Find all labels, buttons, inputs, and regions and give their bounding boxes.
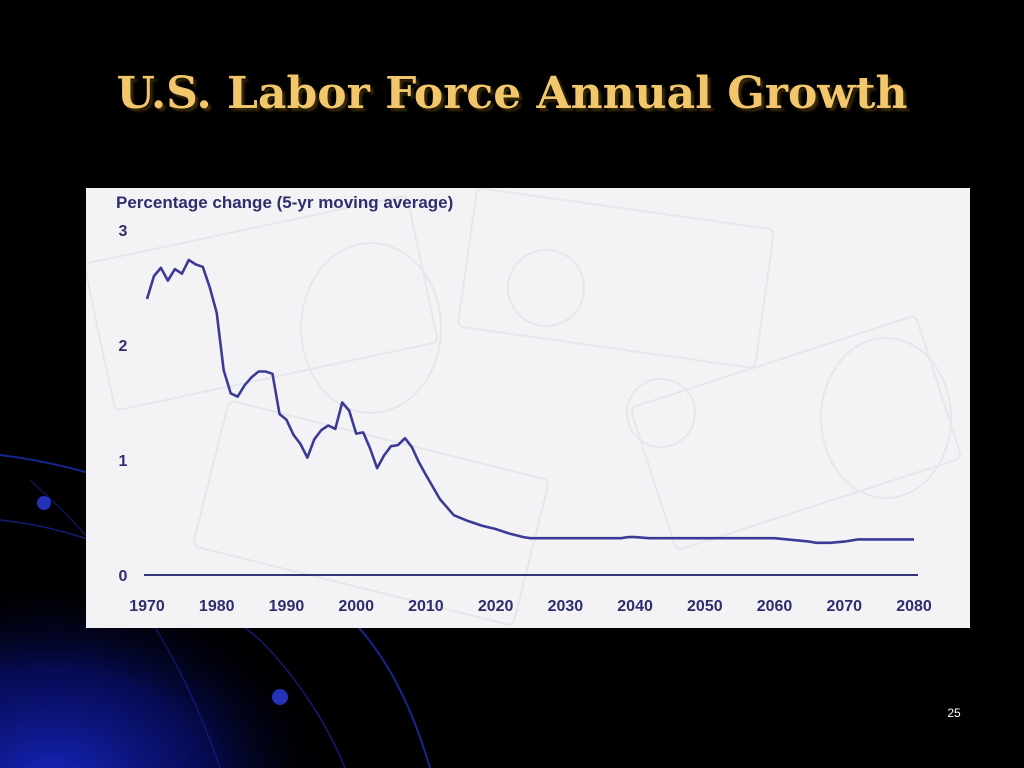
x-tick-label: 2020 (478, 598, 514, 615)
x-tick-label: 2030 (548, 598, 584, 615)
y-tick-label: 1 (119, 453, 128, 470)
x-tick-label: 2070 (826, 598, 862, 615)
y-tick-label: 3 (119, 223, 128, 240)
line-chart: Percentage change (5-yr moving average) … (86, 188, 962, 626)
y-tick-label: 2 (119, 338, 128, 355)
y-axis-label: Percentage change (5-yr moving average) (116, 193, 453, 212)
series-line (145, 258, 914, 545)
x-tick-label: 2060 (757, 598, 793, 615)
slide-number: 25 (947, 706, 961, 720)
x-tick-label: 1970 (129, 598, 165, 615)
y-tick-label: 0 (119, 568, 128, 585)
x-tick-label: 2040 (617, 598, 653, 615)
chart-panel: Percentage change (5-yr moving average) … (86, 188, 970, 628)
x-tick-label: 2050 (687, 598, 723, 615)
x-tick-label: 1990 (269, 598, 305, 615)
x-tick-label: 2000 (338, 598, 374, 615)
x-tick-label: 2010 (408, 598, 444, 615)
x-tick-label: 2080 (896, 598, 932, 615)
slide-title: U.S. Labor Force Annual Growth (116, 68, 908, 119)
money-watermark (86, 188, 962, 626)
x-tick-label: 1980 (199, 598, 235, 615)
